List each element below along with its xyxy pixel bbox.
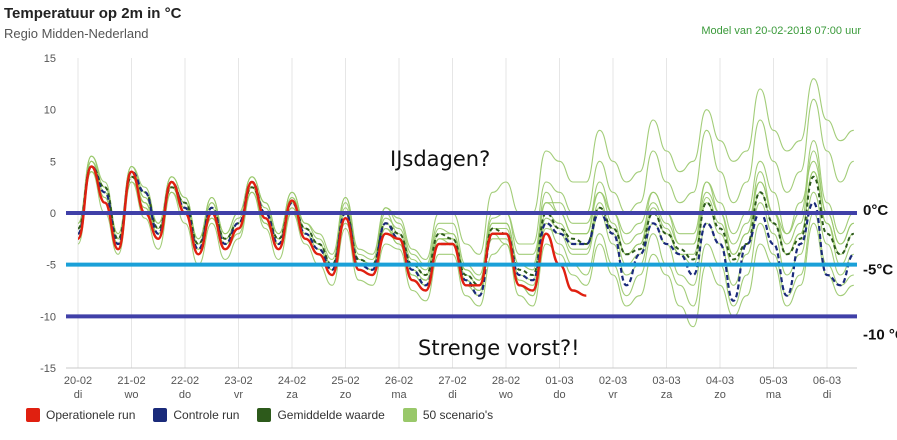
x-tick-day: zo xyxy=(714,389,726,401)
legend-label: Controle run xyxy=(173,408,240,422)
legend-item-operational[interactable]: Operationele run xyxy=(26,408,135,422)
y-tick-label: 0 xyxy=(50,208,56,220)
x-tick-day: di xyxy=(448,389,457,401)
scenario-line xyxy=(77,171,854,328)
legend-swatch-navy xyxy=(153,408,168,422)
x-tick-day: ma xyxy=(391,389,407,401)
x-tick-day: di xyxy=(74,389,83,401)
x-tick-label: 27-02 xyxy=(438,375,466,387)
x-tick-label: 04-03 xyxy=(706,375,734,387)
scenario-lines xyxy=(77,78,854,328)
x-tick-label: 26-02 xyxy=(385,375,413,387)
x-tick-label: 25-02 xyxy=(331,375,359,387)
chart-title: Temperatuur op 2m in °C xyxy=(4,5,182,22)
scenario-line xyxy=(77,160,854,292)
reference-lines: 0°C -5°C -10 °C xyxy=(66,202,897,343)
temperature-chart: 15 10 5 0 -5 -10 -15 20-02 di 21-02 wo 22-02 do 23-0… xyxy=(40,53,897,401)
y-tick-label: 5 xyxy=(50,156,56,168)
x-tick-day: wo xyxy=(123,389,138,401)
legend-item-control[interactable]: Controle run xyxy=(153,408,239,422)
x-tick-day: vr xyxy=(234,389,244,401)
x-tick-label: 05-03 xyxy=(759,375,787,387)
legend-label: 50 scenario's xyxy=(422,408,494,422)
x-tick-label: 28-02 xyxy=(492,375,520,387)
x-tick-label: 03-03 xyxy=(652,375,680,387)
scenario-line xyxy=(77,165,854,286)
mean-line xyxy=(77,165,855,287)
annotation-ijsdagen: IJsdagen? xyxy=(390,147,490,171)
legend-swatch-red xyxy=(26,408,40,422)
x-tick-label: 20-02 xyxy=(64,375,92,387)
x-tick-day: ma xyxy=(766,389,782,401)
x-tick-day: di xyxy=(823,389,832,401)
x-tick-label: 24-02 xyxy=(278,375,306,387)
x-tick-day: do xyxy=(179,389,191,401)
reference-label: 0°C xyxy=(863,202,888,219)
x-tick-label: 02-03 xyxy=(599,375,627,387)
scenario-line xyxy=(77,78,854,261)
x-axis: 20-02 di 21-02 wo 22-02 do 23-02 vr 24-02 za 25-02… xyxy=(64,375,841,401)
y-tick-label: 15 xyxy=(44,53,56,65)
legend-swatch-lightgreen xyxy=(402,408,417,422)
reference-label: -10 °C xyxy=(863,326,897,343)
legend: Operationele run Controle run Gemiddelde… xyxy=(26,408,511,422)
x-tick-label: 23-02 xyxy=(224,375,252,387)
annotation-strenge-vorst: Strenge vorst?! xyxy=(418,336,580,360)
legend-item-mean[interactable]: Gemiddelde waarde xyxy=(257,408,385,422)
y-tick-label: -10 xyxy=(40,311,56,323)
x-tick-day: za xyxy=(661,389,674,401)
legend-item-scenarios[interactable]: 50 scenario's xyxy=(402,408,494,422)
x-tick-day: wo xyxy=(498,389,513,401)
x-tick-label: 22-02 xyxy=(171,375,199,387)
x-tick-label: 06-03 xyxy=(813,375,841,387)
chart-subtitle: Regio Midden-Nederland xyxy=(4,26,149,41)
model-timestamp: Model van 20-02-2018 07:00 uur xyxy=(701,25,861,37)
legend-label: Gemiddelde waarde xyxy=(277,408,385,422)
annotations: IJsdagen? Strenge vorst?! xyxy=(390,147,580,360)
legend-swatch-darkgreen xyxy=(257,408,272,422)
x-tick-day: za xyxy=(286,389,299,401)
x-tick-label: 01-03 xyxy=(545,375,573,387)
y-axis: 15 10 5 0 -5 -10 -15 xyxy=(40,53,56,375)
y-tick-label: 10 xyxy=(44,105,56,117)
operational-run-line xyxy=(76,165,587,297)
scenario-line xyxy=(77,98,854,281)
x-tick-day: do xyxy=(553,389,565,401)
main-series xyxy=(76,165,855,302)
y-tick-label: -5 xyxy=(46,260,56,272)
x-tick-day: zo xyxy=(340,389,352,401)
x-tick-label: 21-02 xyxy=(117,375,145,387)
reference-label: -5°C xyxy=(863,262,893,279)
y-tick-label: -15 xyxy=(40,363,56,375)
x-tick-day: vr xyxy=(608,389,618,401)
legend-label: Operationele run xyxy=(46,408,136,422)
